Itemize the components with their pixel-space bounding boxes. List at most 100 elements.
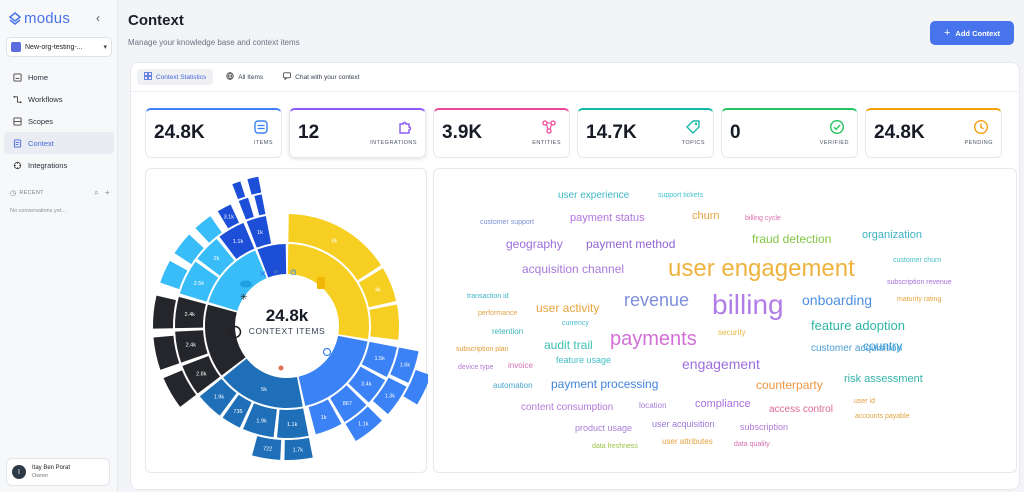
word-cloud-term[interactable]: subscription plan [456,346,509,353]
word-cloud-term[interactable]: invoice [508,361,533,370]
ring3-segment[interactable] [160,260,188,290]
word-cloud-term[interactable]: fraud detection [752,232,832,246]
ring3-segment[interactable] [217,204,240,229]
ring3-segment[interactable] [153,335,180,370]
ring2-segment[interactable] [358,268,397,308]
word-cloud-term[interactable]: subscription revenue [887,279,952,286]
ring4-segment[interactable] [403,370,431,405]
ring2-segment[interactable] [197,238,235,276]
ring3-segment[interactable] [284,437,313,460]
sidebar-item-home[interactable]: Home [4,66,114,88]
powerbi-icon[interactable] [317,277,325,289]
word-cloud-term[interactable]: churn [692,210,720,222]
word-cloud-term[interactable]: country [863,339,903,353]
word-cloud-term[interactable]: user acquisition [652,419,715,429]
word-cloud-term[interactable]: performance [478,310,518,317]
sidebar-item-workflows[interactable]: Workflows [4,88,114,110]
ring3-segment[interactable] [390,347,419,383]
word-cloud-term[interactable]: user id [854,398,876,405]
ring1-segment-salesforce[interactable] [257,244,287,278]
word-cloud-term[interactable]: payment processing [551,377,659,391]
tab-all-items[interactable]: All Items [219,69,270,85]
ring2-segment[interactable] [348,366,386,403]
ring3-segment[interactable] [153,295,176,329]
stat-card-verified[interactable]: 0 VERIFIED [721,108,858,158]
word-cloud-term[interactable]: risk assessment [844,373,923,385]
ring3-segment[interactable] [238,197,254,220]
source-icon[interactable]: ɞ [290,267,297,278]
word-cloud-term[interactable]: onboarding [802,292,873,308]
ring2-segment[interactable] [246,216,272,248]
stat-card-items[interactable]: 24.8K ITEMS [145,108,282,158]
ring1-segment-jira[interactable] [298,335,368,406]
sidebar-item-context[interactable]: Context [4,132,114,154]
ring1-segment-github[interactable] [205,304,246,376]
word-cloud-term[interactable]: currency [562,320,589,327]
ring2-segment[interactable] [308,399,342,435]
ring2-segment[interactable] [361,341,397,378]
ring2-segment[interactable] [243,403,277,438]
stat-card-entities[interactable]: 3.9K ENTITIES [433,108,570,158]
github-icon[interactable] [228,325,242,339]
word-cloud-term[interactable]: maturity rating [897,296,942,303]
ring2-segment[interactable] [175,330,208,363]
ring3-segment[interactable] [254,194,266,216]
word-cloud-term[interactable]: location [639,401,667,410]
word-cloud-term[interactable]: product usage [575,423,633,433]
word-cloud-term[interactable]: user activity [536,301,600,315]
ring2-segment[interactable] [182,355,221,394]
ring2-segment[interactable] [369,304,399,340]
brand-logo[interactable]: modus [8,10,70,27]
word-cloud-term[interactable]: data quality [734,441,770,448]
ring3-segment[interactable] [372,377,407,415]
word-cloud-term[interactable]: customer support [480,219,535,226]
confluence-icon[interactable]: ✕ [259,270,267,280]
sidebar-item-scopes[interactable]: Scopes [4,110,114,132]
word-cloud-term[interactable]: billing cycle [745,215,781,222]
ring1-segment-confluence[interactable] [223,358,303,408]
zoom-icon[interactable] [322,347,332,357]
ring3-segment[interactable] [195,216,222,243]
new-conversation-icon[interactable]: + [105,188,110,197]
ring4-segment[interactable] [247,176,262,195]
tab-chat-with-context[interactable]: Chat with your context [276,69,366,85]
ring2-segment[interactable] [199,378,237,416]
word-cloud-term[interactable]: audit trail [544,338,593,352]
slack-icon[interactable]: ✳ [240,293,248,303]
ring1-segment-slack[interactable] [208,250,267,311]
jira-icon[interactable]: ✦ [272,268,280,278]
stat-card-topics[interactable]: 14.7K TOPICS [577,108,714,158]
ring3-segment[interactable] [345,406,382,441]
word-cloud-term[interactable]: security [718,328,746,337]
word-cloud-term[interactable]: payments [610,328,697,350]
word-cloud-term[interactable]: content consumption [521,402,614,413]
word-cloud-term[interactable]: user attributes [662,437,713,446]
word-cloud-term[interactable]: support tickets [658,192,704,199]
word-cloud-term[interactable]: geography [506,237,563,251]
word-cloud-term[interactable]: transaction id [467,293,509,300]
salesforce-icon[interactable] [240,280,252,288]
word-cloud-term[interactable]: feature adoption [811,318,905,333]
word-cloud-term[interactable]: subscription [740,422,789,432]
word-cloud-term[interactable]: engagement [682,356,760,372]
word-cloud-term[interactable]: retention [492,327,524,336]
search-icon[interactable]: ⌕ [94,188,100,197]
ring2-segment[interactable] [330,385,367,423]
word-cloud-term[interactable]: acquisition channel [522,262,625,276]
tab-context-statistics[interactable]: Context Statistics [137,69,214,85]
word-cloud-term[interactable]: payment status [570,212,645,224]
word-cloud-term[interactable]: revenue [624,290,690,310]
ring3-segment[interactable] [174,234,204,265]
ring2-segment[interactable] [175,296,206,329]
word-cloud-term[interactable]: feature usage [556,355,612,365]
stat-card-integrations[interactable]: 12 INTEGRATIONS [289,108,426,158]
ring4-segment[interactable] [232,181,246,200]
stat-card-pending[interactable]: 24.8K PENDING [865,108,1002,158]
ring2-segment[interactable] [222,394,252,428]
word-cloud-term[interactable]: user experience [558,190,630,201]
ring1-segment-powerbi[interactable] [287,244,369,339]
word-cloud-term[interactable]: payment method [586,237,676,251]
word-cloud-term[interactable]: customer acquisition [811,343,903,354]
word-cloud-term[interactable]: counterparty [756,378,823,392]
ring2-segment[interactable] [219,222,255,260]
